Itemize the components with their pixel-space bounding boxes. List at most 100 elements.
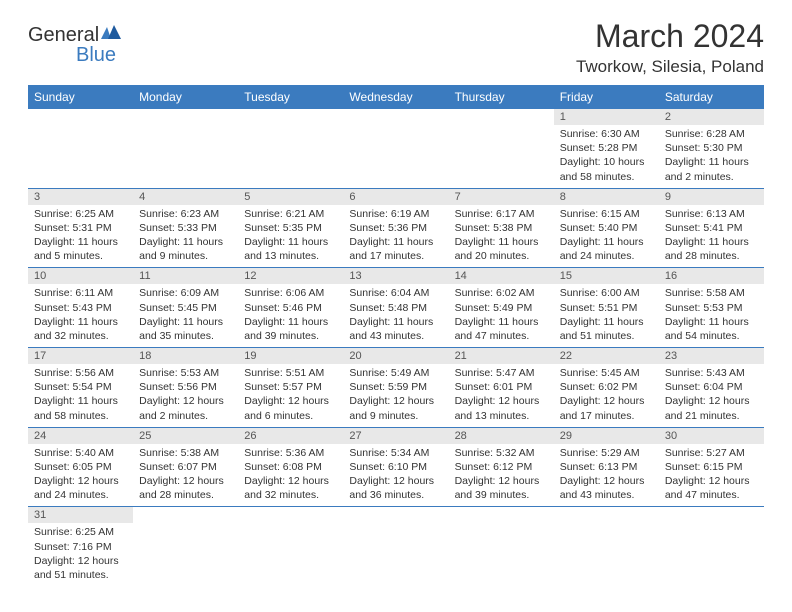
calendar-row: 3Sunrise: 6:25 AMSunset: 5:31 PMDaylight… (28, 188, 764, 268)
daylight-1: Daylight: 12 hours (244, 474, 337, 488)
weekday-header: Thursday (449, 85, 554, 109)
sunset: Sunset: 6:04 PM (665, 380, 758, 394)
day-content: Sunrise: 6:25 AMSunset: 7:16 PMDaylight:… (28, 523, 133, 586)
daylight-1: Daylight: 11 hours (34, 315, 127, 329)
calendar-cell: 20Sunrise: 5:49 AMSunset: 5:59 PMDayligh… (343, 348, 448, 428)
logo-line2: Blue (28, 44, 116, 67)
sunrise: Sunrise: 5:47 AM (455, 366, 548, 380)
day-content: Sunrise: 5:36 AMSunset: 6:08 PMDaylight:… (238, 444, 343, 507)
day-content: Sunrise: 5:34 AMSunset: 6:10 PMDaylight:… (343, 444, 448, 507)
day-number: 27 (343, 428, 448, 444)
daylight-1: Daylight: 11 hours (455, 315, 548, 329)
daylight-1: Daylight: 11 hours (665, 315, 758, 329)
day-content: Sunrise: 6:23 AMSunset: 5:33 PMDaylight:… (133, 205, 238, 268)
daylight-2: and 28 minutes. (139, 488, 232, 502)
calendar-cell: 31Sunrise: 6:25 AMSunset: 7:16 PMDayligh… (28, 507, 133, 586)
sunset: Sunset: 5:49 PM (455, 301, 548, 315)
daylight-2: and 6 minutes. (244, 409, 337, 423)
daylight-1: Daylight: 11 hours (455, 235, 548, 249)
daylight-1: Daylight: 12 hours (455, 474, 548, 488)
sunrise: Sunrise: 6:19 AM (349, 207, 442, 221)
day-number: 10 (28, 268, 133, 284)
calendar-cell (449, 507, 554, 586)
daylight-2: and 21 minutes. (665, 409, 758, 423)
daylight-2: and 17 minutes. (349, 249, 442, 263)
daylight-1: Daylight: 12 hours (665, 474, 758, 488)
sunset: Sunset: 5:54 PM (34, 380, 127, 394)
day-content: Sunrise: 5:43 AMSunset: 6:04 PMDaylight:… (659, 364, 764, 427)
sunrise: Sunrise: 6:02 AM (455, 286, 548, 300)
day-content: Sunrise: 6:30 AMSunset: 5:28 PMDaylight:… (554, 125, 659, 188)
sunset: Sunset: 5:43 PM (34, 301, 127, 315)
daylight-2: and 9 minutes. (349, 409, 442, 423)
weekday-header: Saturday (659, 85, 764, 109)
daylight-1: Daylight: 11 hours (349, 315, 442, 329)
sunset: Sunset: 5:33 PM (139, 221, 232, 235)
day-number: 19 (238, 348, 343, 364)
day-number: 23 (659, 348, 764, 364)
calendar-cell: 8Sunrise: 6:15 AMSunset: 5:40 PMDaylight… (554, 188, 659, 268)
sunrise: Sunrise: 6:04 AM (349, 286, 442, 300)
calendar-row: 10Sunrise: 6:11 AMSunset: 5:43 PMDayligh… (28, 268, 764, 348)
day-number: 14 (449, 268, 554, 284)
calendar-cell: 28Sunrise: 5:32 AMSunset: 6:12 PMDayligh… (449, 427, 554, 507)
day-content: Sunrise: 6:19 AMSunset: 5:36 PMDaylight:… (343, 205, 448, 268)
calendar-body: 1Sunrise: 6:30 AMSunset: 5:28 PMDaylight… (28, 109, 764, 586)
day-content: Sunrise: 6:21 AMSunset: 5:35 PMDaylight:… (238, 205, 343, 268)
calendar-cell: 9Sunrise: 6:13 AMSunset: 5:41 PMDaylight… (659, 188, 764, 268)
daylight-1: Daylight: 12 hours (455, 394, 548, 408)
day-number: 12 (238, 268, 343, 284)
daylight-1: Daylight: 12 hours (560, 474, 653, 488)
day-content: Sunrise: 5:45 AMSunset: 6:02 PMDaylight:… (554, 364, 659, 427)
day-content: Sunrise: 5:58 AMSunset: 5:53 PMDaylight:… (659, 284, 764, 347)
sunset: Sunset: 6:10 PM (349, 460, 442, 474)
day-number: 11 (133, 268, 238, 284)
sunrise: Sunrise: 5:53 AM (139, 366, 232, 380)
calendar-cell: 10 Sunrise: 6:11 AMSunset: 5:43 PMDayligh… (28, 268, 133, 348)
daylight-2: and 58 minutes. (34, 409, 127, 423)
calendar-cell: 22Sunrise: 5:45 AMSunset: 6:02 PMDayligh… (554, 348, 659, 428)
calendar-cell: 2Sunrise: 6:28 AMSunset: 5:30 PMDaylight… (659, 109, 764, 188)
location: Tworkow, Silesia, Poland (576, 57, 764, 77)
daylight-2: and 17 minutes. (560, 409, 653, 423)
daylight-2: and 24 minutes. (560, 249, 653, 263)
sunrise: Sunrise: 5:43 AM (665, 366, 758, 380)
daylight-2: and 9 minutes. (139, 249, 232, 263)
day-content: Sunrise: 6:00 AMSunset: 5:51 PMDaylight:… (554, 284, 659, 347)
daylight-2: and 36 minutes. (349, 488, 442, 502)
sunset: Sunset: 5:46 PM (244, 301, 337, 315)
daylight-2: and 47 minutes. (665, 488, 758, 502)
day-content: Sunrise: 6:04 AMSunset: 5:48 PMDaylight:… (343, 284, 448, 347)
sunrise: Sunrise: 5:58 AM (665, 286, 758, 300)
sunrise: Sunrise: 6:00 AM (560, 286, 653, 300)
calendar-cell (238, 507, 343, 586)
calendar-row: 1Sunrise: 6:30 AMSunset: 5:28 PMDaylight… (28, 109, 764, 188)
daylight-2: and 39 minutes. (455, 488, 548, 502)
day-number: 28 (449, 428, 554, 444)
daylight-1: Daylight: 12 hours (139, 474, 232, 488)
daylight-1: Daylight: 11 hours (244, 315, 337, 329)
daylight-2: and 20 minutes. (455, 249, 548, 263)
day-number: 8 (554, 189, 659, 205)
calendar-cell: 17Sunrise: 5:56 AMSunset: 5:54 PMDayligh… (28, 348, 133, 428)
sunrise: Sunrise: 6:23 AM (139, 207, 232, 221)
day-content: Sunrise: 6:09 AMSunset: 5:45 PMDaylight:… (133, 284, 238, 347)
day-content: Sunrise: 5:29 AMSunset: 6:13 PMDaylight:… (554, 444, 659, 507)
calendar-cell: 30Sunrise: 5:27 AMSunset: 6:15 PMDayligh… (659, 427, 764, 507)
calendar-cell: 18Sunrise: 5:53 AMSunset: 5:56 PMDayligh… (133, 348, 238, 428)
sunrise: Sunrise: 5:36 AM (244, 446, 337, 460)
title-block: March 2024 Tworkow, Silesia, Poland (576, 18, 764, 77)
sunrise: Sunrise: 5:34 AM (349, 446, 442, 460)
sunset: Sunset: 5:51 PM (560, 301, 653, 315)
daylight-1: Daylight: 11 hours (665, 155, 758, 169)
daylight-2: and 51 minutes. (34, 568, 127, 582)
sunrise: Sunrise: 6:11 AM (34, 286, 127, 300)
sunrise: Sunrise: 5:51 AM (244, 366, 337, 380)
day-content: Sunrise: 5:38 AMSunset: 6:07 PMDaylight:… (133, 444, 238, 507)
day-number: 25 (133, 428, 238, 444)
daylight-1: Daylight: 11 hours (665, 235, 758, 249)
day-number: 24 (28, 428, 133, 444)
sunrise: Sunrise: 5:49 AM (349, 366, 442, 380)
sunrise: Sunrise: 5:27 AM (665, 446, 758, 460)
sunset: Sunset: 6:02 PM (560, 380, 653, 394)
